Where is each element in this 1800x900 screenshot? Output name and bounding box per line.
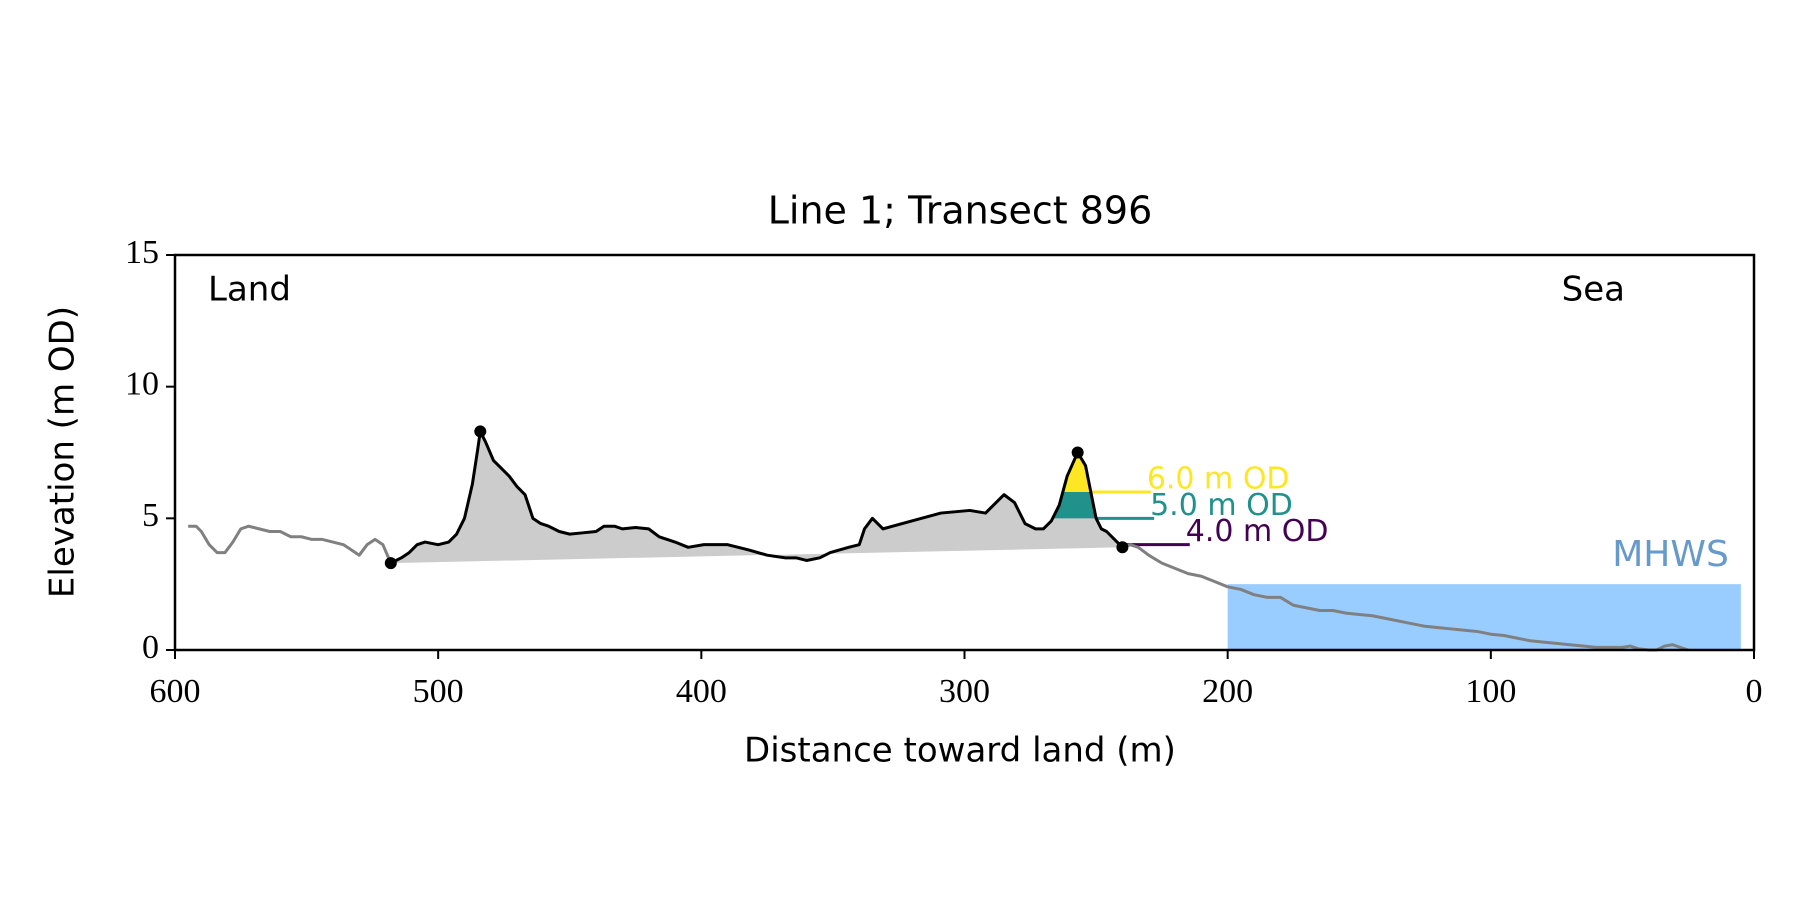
sea-label: Sea — [1562, 270, 1625, 310]
x-axis-label: Distance toward land (m) — [744, 731, 1176, 771]
y-axis-label: Elevation (m OD) — [43, 306, 83, 598]
x-tick-label: 100 — [1465, 673, 1516, 710]
level-label: 5.0 m OD — [1150, 488, 1293, 523]
x-tick-label: 200 — [1202, 673, 1253, 710]
mhws-area — [1227, 584, 1741, 650]
profile-line — [1121, 543, 1689, 652]
x-tick-label: 0 — [1746, 673, 1763, 710]
point — [474, 425, 487, 438]
point — [1071, 446, 1084, 459]
mhws-label: MHWS — [1612, 534, 1729, 575]
profile-line — [188, 524, 393, 564]
point — [1116, 541, 1129, 554]
land-label: Land — [208, 270, 291, 310]
x-tick-label: 400 — [676, 673, 727, 710]
x-tick-label: 300 — [939, 673, 990, 710]
y-tick-label: 10 — [125, 365, 159, 402]
y-tick-label: 0 — [142, 629, 159, 666]
level-fill — [1062, 452, 1091, 492]
y-tick-label: 5 — [142, 497, 159, 534]
x-tick-label: 500 — [413, 673, 464, 710]
level-label: 6.0 m OD — [1147, 462, 1290, 497]
dune-area — [390, 431, 1123, 564]
y-tick-label: 15 — [125, 234, 159, 271]
chart-title: Line 1; Transect 896 — [768, 189, 1153, 233]
level-fill — [1052, 492, 1097, 519]
level-label: 4.0 m OD — [1186, 514, 1329, 549]
x-tick-label: 600 — [150, 673, 201, 710]
point — [384, 557, 397, 570]
